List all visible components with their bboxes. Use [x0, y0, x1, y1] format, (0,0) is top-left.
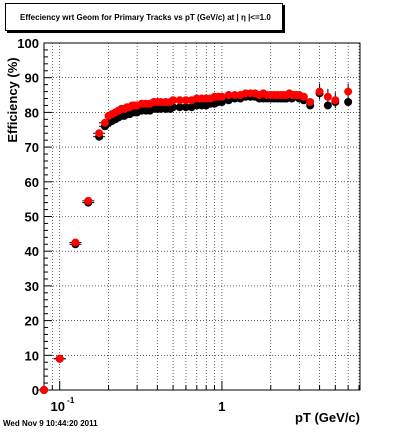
- x-tick-label: 10: [50, 399, 64, 414]
- data-series: [38, 83, 353, 394]
- data-point: [181, 103, 190, 112]
- y-tick-label: 10: [25, 348, 39, 363]
- data-point: [323, 101, 332, 110]
- data-point: [344, 87, 353, 96]
- series-red: [38, 83, 353, 394]
- data-point: [40, 386, 48, 394]
- axis-ticks: [43, 42, 360, 391]
- data-point: [331, 96, 340, 105]
- x-tick-label: 1: [218, 399, 225, 414]
- y-tick-label: 90: [25, 71, 39, 86]
- x-axis-label: pT (GeV/c): [295, 410, 360, 425]
- x-tick-labels: 10 -1 1: [50, 396, 225, 414]
- y-tick-label: 60: [25, 175, 39, 190]
- data-point: [181, 96, 190, 105]
- data-point: [84, 196, 93, 205]
- y-tick-labels: 0 10 20 30 40 50 60 70 80 90 100: [17, 36, 39, 398]
- chart-title-box: Effeciency wrt Geom for Primary Tracks v…: [5, 3, 283, 31]
- y-tick-label: 50: [25, 210, 39, 225]
- data-point: [175, 103, 184, 112]
- data-point: [175, 96, 184, 105]
- data-point: [95, 129, 104, 138]
- data-point: [230, 91, 239, 100]
- data-point: [323, 92, 332, 101]
- y-tick-label: 100: [17, 36, 39, 51]
- data-point: [169, 96, 178, 105]
- data-point: [299, 92, 308, 101]
- data-point: [71, 238, 80, 247]
- y-tick-label: 70: [25, 140, 39, 155]
- y-tick-label: 30: [25, 279, 39, 294]
- y-tick-label: 80: [25, 105, 39, 120]
- y-tick-label: 20: [25, 314, 39, 329]
- y-tick-label: 40: [25, 244, 39, 259]
- y-axis-label: Efficiency (%): [5, 57, 20, 142]
- data-point: [315, 87, 324, 96]
- timestamp: Wed Nov 9 10:44:20 2011: [3, 419, 98, 428]
- data-point: [100, 118, 109, 127]
- chart-title: Effeciency wrt Geom for Primary Tracks v…: [20, 13, 271, 22]
- data-point: [217, 92, 226, 101]
- x-tick-label-exponent: -1: [67, 396, 75, 405]
- data-point: [224, 91, 233, 100]
- y-tick-label: 0: [32, 383, 39, 398]
- data-point: [344, 97, 353, 106]
- data-point: [55, 354, 64, 363]
- data-point: [306, 97, 315, 106]
- series-black: [38, 89, 353, 394]
